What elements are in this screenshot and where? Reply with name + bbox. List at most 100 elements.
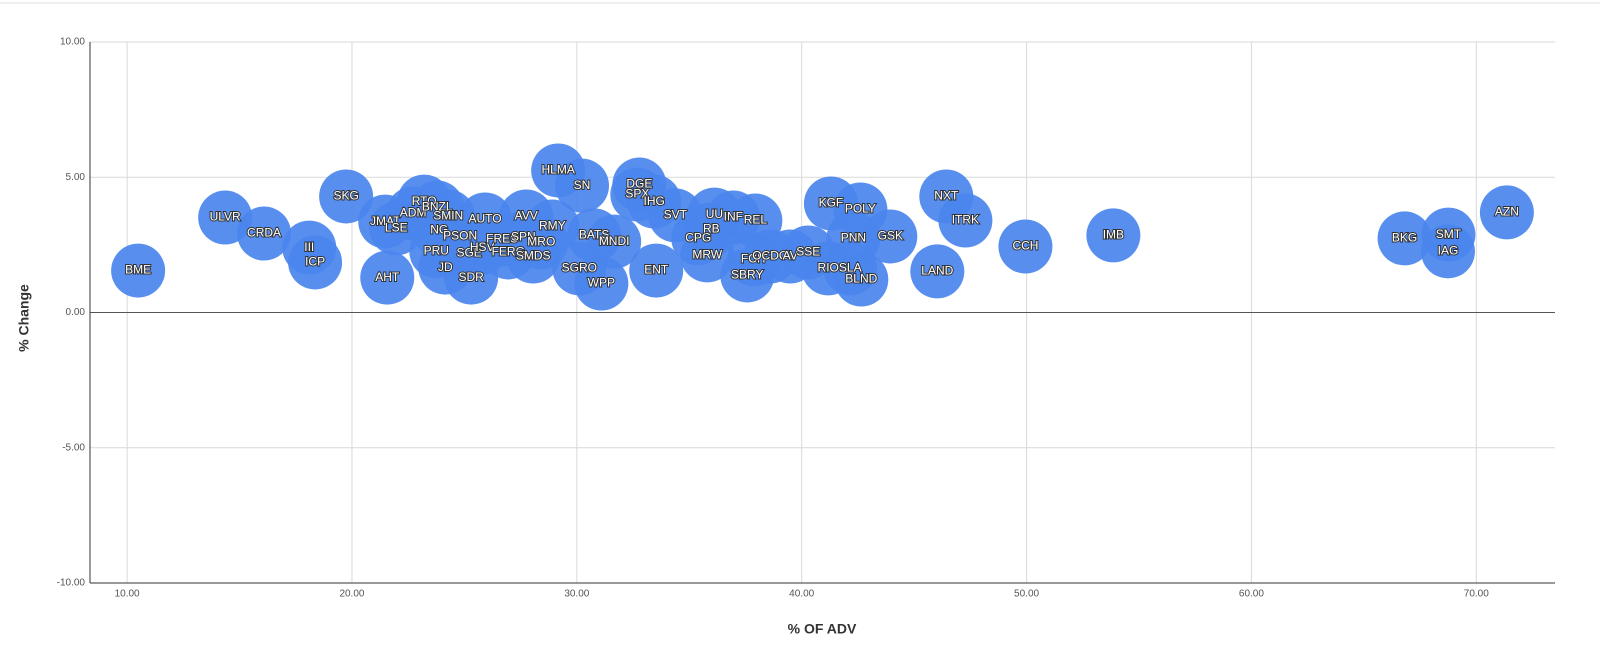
point-label: SDR [458, 270, 484, 284]
point-label: REL [744, 213, 768, 227]
point-label: NG [430, 223, 448, 237]
point-label: ICP [305, 255, 325, 269]
point-label: SMIN [433, 209, 463, 223]
x-tick-label: 10.00 [115, 589, 140, 600]
point-label: OCDO [752, 249, 788, 263]
point-label: GSK [878, 229, 903, 243]
point-label: SPN [511, 230, 536, 244]
point-label: ENT [644, 263, 669, 277]
point-label: POLY [845, 202, 876, 216]
point [998, 219, 1053, 274]
y-tick-label: -10.00 [57, 578, 86, 589]
point-label: BNZL [422, 200, 453, 214]
point-label: MRW [692, 248, 722, 262]
point-label: DGE [626, 177, 652, 191]
point [680, 228, 735, 283]
point-label: FCIT [741, 252, 768, 266]
point [1086, 208, 1141, 263]
x-tick-label: 20.00 [339, 589, 364, 600]
point-label: CCH [1012, 239, 1038, 253]
point-label: SGE [456, 246, 481, 260]
point-label: INF [724, 210, 743, 224]
x-axis-title: % OF ADV [788, 621, 857, 637]
point [1479, 185, 1534, 240]
point-label: RMY [539, 219, 566, 233]
point-label: SMDS [516, 249, 551, 263]
point-label: PRU [424, 244, 449, 258]
y-tick-label: 0.00 [66, 307, 86, 318]
point-label: AVV [515, 209, 538, 223]
point-label: IAG [1438, 244, 1459, 258]
point [525, 199, 580, 254]
point [574, 256, 629, 311]
point-label: III [304, 240, 314, 254]
point-label: AZN [1495, 205, 1519, 219]
point-label: BATS [579, 228, 609, 242]
point-label: LAND [921, 264, 953, 278]
y-tick-label: 10.00 [60, 37, 85, 48]
point-label: PNN [841, 231, 866, 245]
point-label: JD [438, 260, 453, 274]
point-label: BKG [1392, 231, 1417, 245]
x-tick-label: 70.00 [1464, 589, 1489, 600]
point-label: IMB [1103, 228, 1124, 242]
point-label: FERG [492, 245, 525, 259]
point-label: RB [703, 222, 720, 236]
point-label: RTO [412, 194, 437, 208]
x-tick-label: 50.00 [1014, 589, 1039, 600]
point-label: AUTO [469, 212, 502, 226]
point-label: SBRY [731, 268, 763, 282]
point-label: JMAT [370, 214, 401, 228]
y-tick-label: 5.00 [66, 172, 86, 183]
point [1420, 224, 1475, 279]
point-label: MNDI [599, 234, 630, 248]
point [360, 250, 415, 305]
point-label: SPX [625, 187, 649, 201]
point-label: BLND [845, 272, 877, 286]
point [288, 235, 343, 290]
point-label: SVT [664, 208, 688, 222]
point-label: SKG [333, 189, 358, 203]
point-label: MRO [527, 235, 555, 249]
point [720, 248, 775, 303]
y-axis-title: % Change [16, 284, 32, 352]
point-label: AV [783, 249, 798, 263]
point-label: SGRO [562, 261, 597, 275]
point-label: ITRK [952, 213, 979, 227]
point [237, 206, 292, 261]
point [319, 169, 374, 224]
point-label: FRES [486, 232, 518, 246]
point [629, 243, 684, 298]
point-label: SN [574, 178, 591, 192]
point-label: ADM [400, 206, 427, 220]
point-label: HLMA [541, 163, 574, 177]
point-label: HSV [470, 240, 495, 254]
point-label: KGF [819, 196, 844, 210]
point-label: SLA [839, 261, 862, 275]
point-label: IHG [644, 194, 665, 208]
point-label: AHT [375, 270, 400, 284]
point-label: CRDA [247, 226, 281, 240]
point [555, 158, 610, 213]
point-label: ULVR [210, 210, 241, 224]
y-tick-label: -5.00 [62, 442, 85, 453]
x-tick-label: 60.00 [1239, 589, 1264, 600]
point [1377, 211, 1432, 266]
point [863, 209, 918, 264]
point-label: CPG [685, 231, 711, 245]
point-label: SSE [796, 245, 820, 259]
point [910, 244, 965, 299]
point-label: UU [706, 207, 723, 221]
x-tick-label: 40.00 [789, 589, 814, 600]
point-label: RIO [818, 261, 839, 275]
point-label: NXT [934, 189, 959, 203]
point-label: WPP [588, 276, 615, 290]
point-label: BME [125, 263, 151, 277]
point [938, 193, 993, 248]
point [111, 243, 166, 298]
point-label: SMT [1436, 227, 1462, 241]
point-label: LSE [385, 221, 408, 235]
point [834, 252, 889, 307]
x-tick-label: 30.00 [564, 589, 589, 600]
